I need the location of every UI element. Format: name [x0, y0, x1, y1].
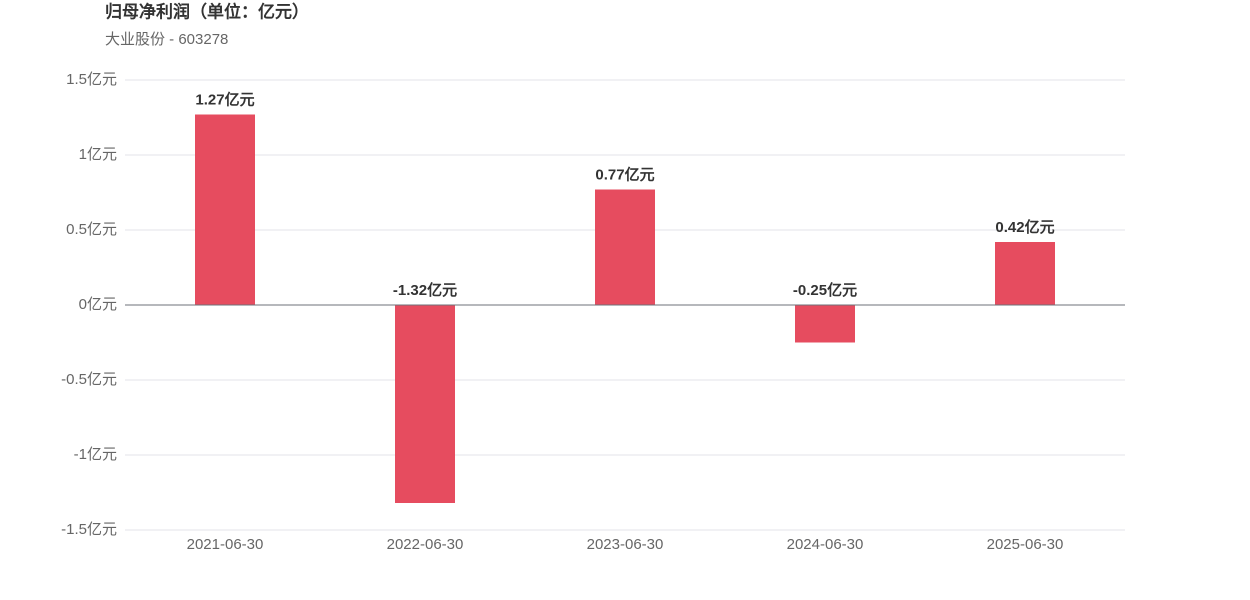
- y-tick-label: 0.5亿元: [66, 221, 117, 238]
- chart-subtitle: 大业股份 - 603278: [105, 31, 228, 48]
- x-tick-label: 2025-06-30: [987, 536, 1064, 553]
- y-tick-label: 1.5亿元: [66, 71, 117, 88]
- bar: [595, 189, 655, 305]
- y-tick-label: -0.5亿元: [61, 371, 117, 388]
- bar: [995, 242, 1055, 305]
- chart-title: 归母净利润（单位：亿元）: [105, 1, 309, 21]
- y-tick-label: 0亿元: [79, 296, 117, 313]
- value-label: 0.42亿元: [995, 218, 1054, 236]
- x-tick-label: 2024-06-30: [787, 536, 864, 553]
- x-tick-label: 2022-06-30: [387, 536, 464, 553]
- y-tick-label: -1.5亿元: [61, 521, 117, 538]
- bar: [195, 114, 255, 305]
- value-label: -1.32亿元: [393, 281, 457, 299]
- bar: [795, 305, 855, 343]
- x-tick-label: 2021-06-30: [187, 536, 264, 553]
- value-label: 1.27亿元: [195, 90, 254, 108]
- x-tick-label: 2023-06-30: [587, 536, 664, 553]
- value-label: 0.77亿元: [595, 165, 654, 183]
- bar: [395, 305, 455, 503]
- value-label: -0.25亿元: [793, 281, 857, 299]
- y-tick-label: -1亿元: [74, 446, 117, 463]
- y-tick-label: 1亿元: [79, 146, 117, 163]
